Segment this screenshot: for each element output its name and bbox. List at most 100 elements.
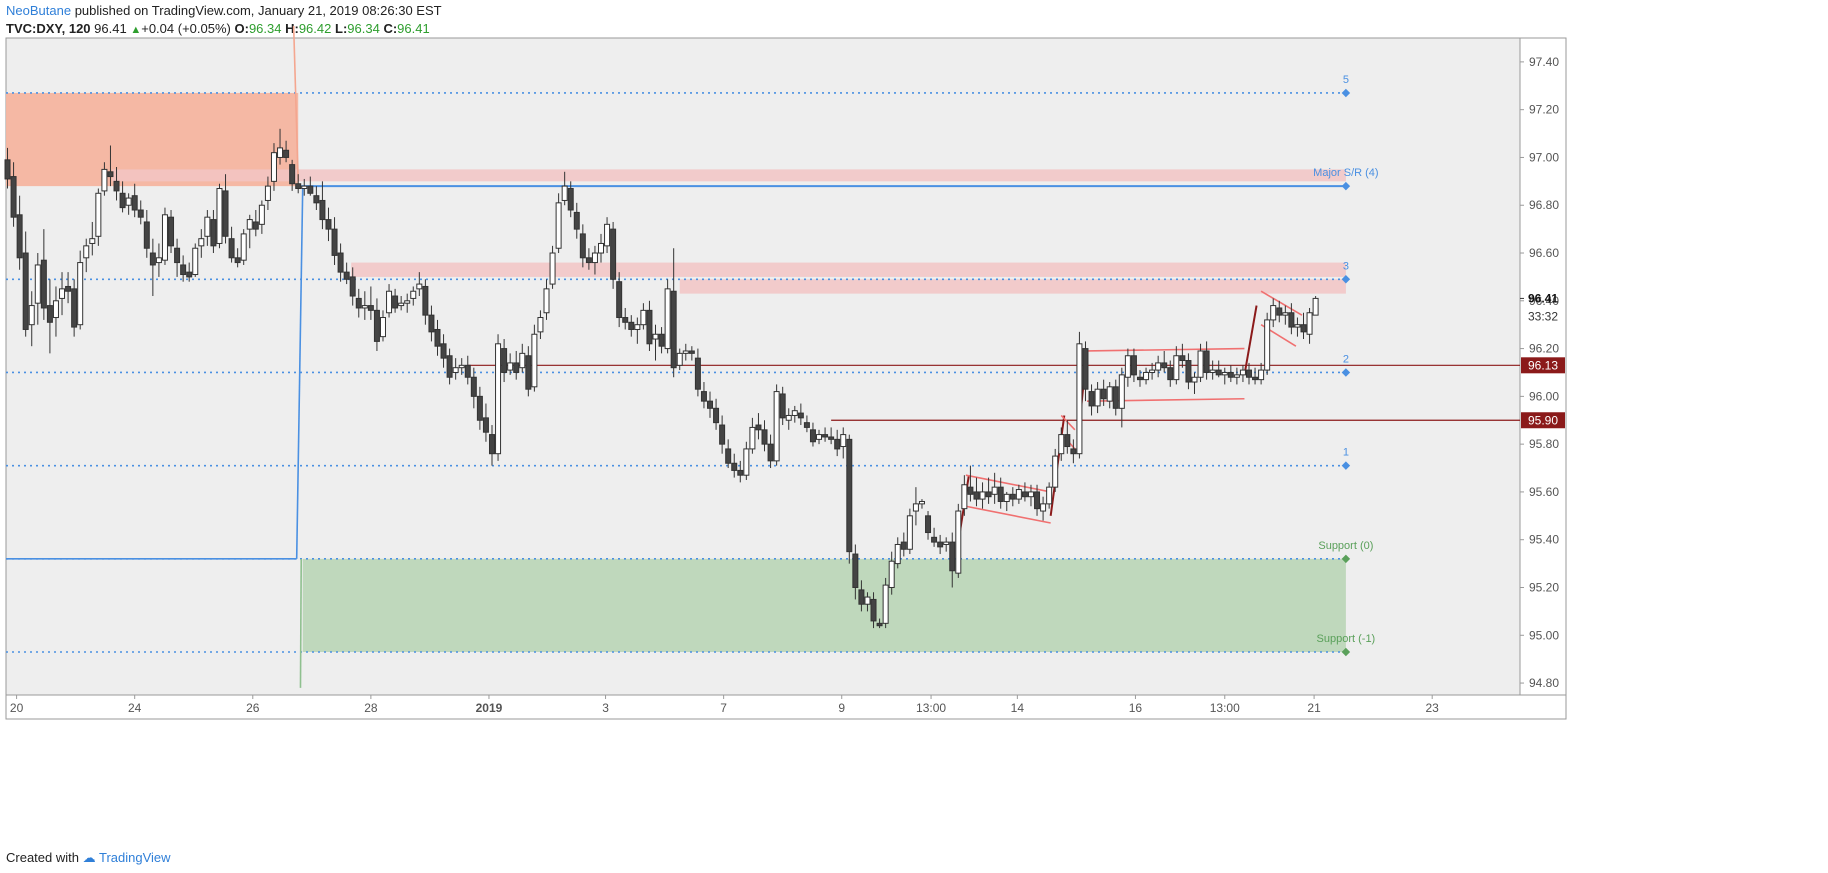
open-label: O: [234, 21, 249, 36]
candle-body-134 [816, 434, 823, 440]
candle-body-171 [1040, 503, 1047, 512]
candle-body-142 [864, 596, 871, 605]
candle-body-72 [440, 343, 447, 359]
candle-body-48 [295, 183, 302, 190]
candle-body-96 [585, 257, 592, 264]
candle-body-164 [997, 486, 1004, 502]
candle-body-22 [137, 209, 144, 218]
candle-body-132 [803, 422, 810, 428]
level-label-5: Support (0) [1318, 540, 1373, 552]
candle-body-80 [488, 434, 495, 455]
candle-body-112 [682, 350, 689, 354]
candle-body-32 [198, 238, 205, 247]
zone-support-4 [302, 558, 1346, 652]
author-link[interactable]: NeoButane [6, 3, 72, 18]
candle-body-8 [52, 300, 59, 319]
candle-body-53 [325, 219, 332, 230]
candle-body-150 [912, 503, 919, 512]
candle-body-73 [446, 355, 453, 378]
candle-body-90 [549, 252, 556, 285]
candle-body-107 [652, 333, 659, 340]
candle-body-211 [1282, 312, 1289, 316]
candle-body-124 [755, 424, 762, 431]
candle-body-68 [416, 283, 423, 290]
candle-body-11 [71, 288, 78, 328]
candle-body-92 [561, 185, 568, 201]
candle-body-74 [452, 367, 459, 373]
candle-body-30 [186, 271, 193, 278]
tradingview-link[interactable]: TradingView [99, 850, 171, 865]
candle-body-131 [797, 412, 804, 419]
up-triangle-icon: ▲ [130, 24, 142, 36]
candle-body-56 [343, 271, 350, 280]
candle-body-195 [1185, 360, 1192, 383]
candle-body-213 [1294, 324, 1301, 328]
candle-body-24 [149, 252, 156, 266]
candle-body-89 [543, 288, 550, 314]
candle-body-111 [676, 352, 683, 366]
candle-body-137 [834, 438, 841, 450]
x-tick-label-12: 21 [1307, 701, 1321, 715]
candle-body-123 [749, 426, 756, 450]
candle-body-46 [283, 149, 290, 158]
candle-body-47 [289, 164, 296, 185]
drawing-line-8 [1060, 414, 1076, 431]
candle-body-148 [900, 541, 907, 550]
y-tick-label-6: 96.00 [1529, 389, 1559, 403]
candle-body-65 [398, 302, 405, 307]
candle-body-147 [894, 543, 901, 565]
candle-body-103 [628, 321, 635, 330]
candle-body-85 [519, 352, 526, 369]
x-tick-label-3: 28 [364, 701, 378, 715]
candle-body-199 [1209, 369, 1216, 373]
candle-body-135 [822, 434, 829, 438]
candle-body-19 [119, 192, 126, 209]
drawing-line-0 [292, 26, 300, 182]
price-tag-label-1: 95.90 [1528, 413, 1558, 427]
drawing-line-14 [1260, 290, 1303, 316]
low-label: L: [335, 21, 348, 36]
candle-body-115 [700, 391, 707, 402]
candle-body-206 [1252, 376, 1259, 381]
candle-body-161 [979, 491, 986, 500]
candle-body-188 [1143, 371, 1150, 381]
zone-sr-1 [111, 169, 1346, 182]
x-tick-label-4: 2019 [476, 701, 503, 715]
candle-body-130 [791, 410, 798, 416]
candle-body-93 [567, 188, 574, 211]
drawing-line-2 [295, 186, 304, 559]
price-tag-bg-0 [1521, 357, 1565, 374]
candle-body-181 [1100, 388, 1107, 400]
candle-body-37 [228, 238, 235, 259]
candle-body-209 [1270, 305, 1277, 321]
candle-body-202 [1227, 371, 1234, 378]
candle-body-20 [125, 197, 132, 206]
level-marker-5 [1341, 554, 1351, 564]
candle-body-113 [688, 350, 695, 354]
candle-body-79 [482, 417, 489, 433]
y-tick-label-12: 97.20 [1529, 103, 1559, 117]
candle-body-179 [1088, 391, 1095, 407]
zone-sr-2 [351, 262, 1346, 277]
open-value: 96.34 [248, 21, 282, 36]
candle-body-170 [1034, 491, 1041, 510]
candle-body-203 [1233, 374, 1240, 378]
candle-body-207 [1258, 369, 1265, 381]
x-tick-label-10: 16 [1129, 701, 1143, 715]
close-value: 96.41 [397, 21, 430, 36]
y-tick-label-3: 95.40 [1529, 533, 1559, 547]
candle-body-114 [694, 357, 701, 390]
candle-body-81 [495, 343, 502, 455]
candle-body-129 [785, 414, 792, 421]
candle-body-117 [713, 407, 720, 424]
candle-body-33 [204, 216, 211, 237]
candle-body-139 [846, 438, 853, 553]
level-label-3: 2 [1343, 353, 1349, 365]
candle-body-128 [779, 393, 786, 419]
drawing-line-11 [1086, 347, 1245, 352]
level-label-1: Major S/R (4) [1313, 167, 1378, 179]
candle-body-172 [1046, 486, 1053, 505]
last-price: 96.41 [94, 21, 127, 36]
candle-body-83 [507, 362, 514, 371]
